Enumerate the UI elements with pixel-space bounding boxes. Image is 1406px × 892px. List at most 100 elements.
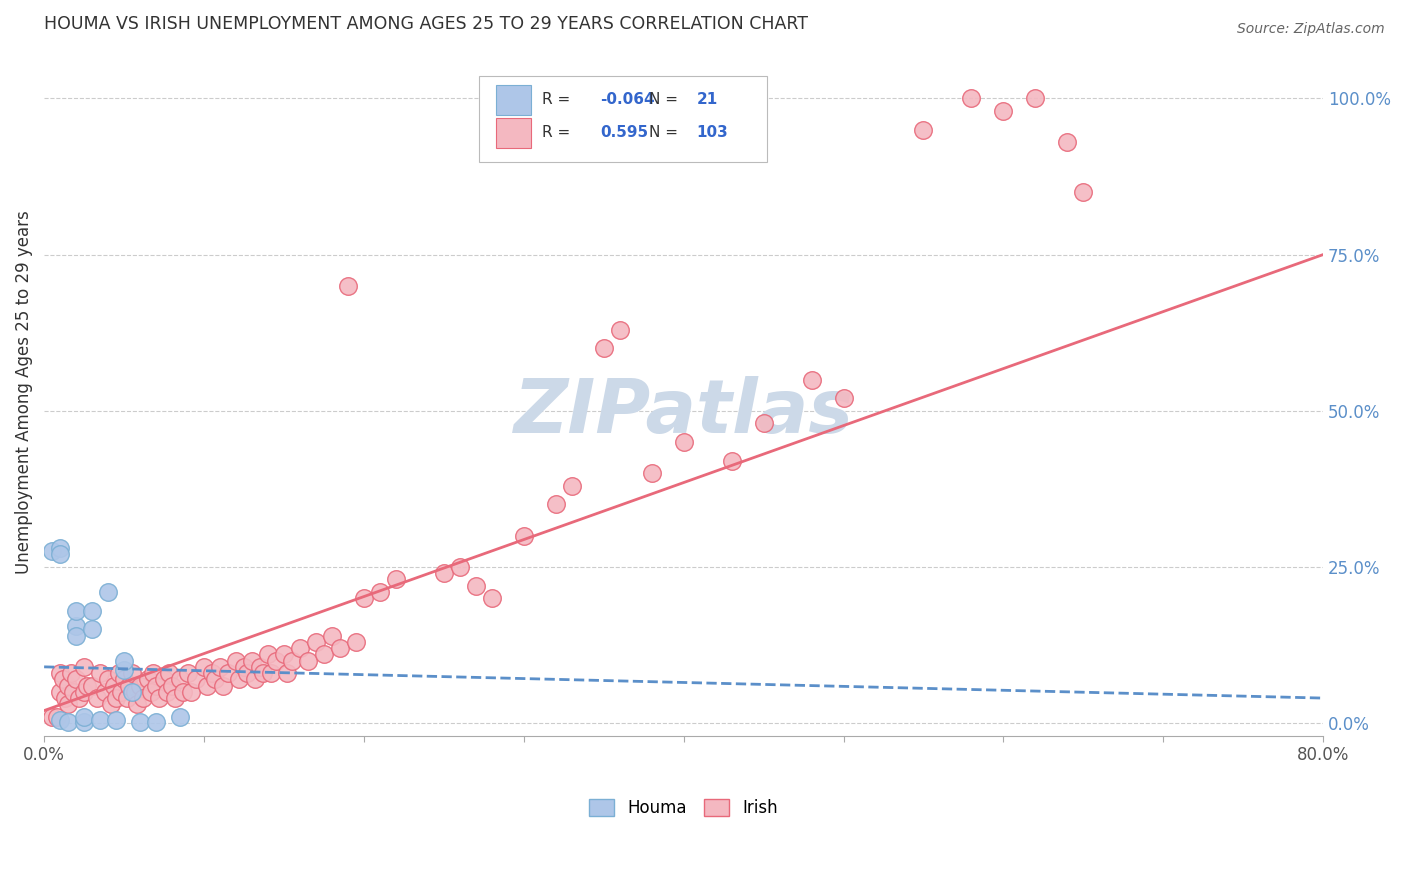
Point (960, 91, 983, 105)
Point (204, 673, 226, 687)
Point (609, 322, 631, 336)
Point (73, 714, 96, 729)
Text: R =: R = (541, 126, 579, 140)
Text: 103: 103 (696, 126, 728, 140)
Point (73, 660, 96, 674)
Point (49, 541, 72, 556)
Point (177, 666, 200, 681)
Point (195, 679, 218, 693)
Point (276, 666, 298, 681)
Point (141, 685, 163, 699)
Point (217, 666, 239, 681)
Point (640, 467, 662, 481)
Point (249, 660, 271, 674)
Point (49, 685, 72, 699)
Point (172, 685, 194, 699)
Point (60, 666, 83, 681)
FancyBboxPatch shape (479, 76, 766, 161)
Point (561, 479, 583, 493)
Point (336, 278, 359, 293)
Point (264, 654, 287, 668)
Point (76, 679, 98, 693)
Point (112, 673, 135, 687)
Point (1071, 185, 1094, 199)
Point (1024, 91, 1046, 105)
Point (97, 585, 120, 599)
Point (169, 710, 191, 724)
Point (41, 544, 63, 558)
Legend: Houma, Irish: Houma, Irish (582, 792, 785, 823)
Point (105, 713, 128, 727)
Point (201, 666, 224, 681)
Point (1056, 135, 1078, 149)
Y-axis label: Unemployment Among Ages 25 to 29 years: Unemployment Among Ages 25 to 29 years (15, 211, 32, 574)
Point (142, 666, 165, 681)
Point (136, 673, 159, 687)
Point (121, 666, 143, 681)
Point (240, 654, 263, 668)
Point (353, 591, 375, 606)
Point (103, 679, 125, 693)
Point (212, 679, 235, 693)
Text: N =: N = (650, 126, 683, 140)
Point (288, 641, 311, 656)
Text: R =: R = (541, 93, 575, 107)
Point (160, 679, 183, 693)
Point (67, 691, 90, 706)
Point (252, 666, 274, 681)
Point (105, 691, 128, 706)
Text: N =: N = (650, 93, 683, 107)
Point (752, 416, 775, 430)
Point (129, 679, 152, 693)
Point (297, 654, 319, 668)
Text: 0.595: 0.595 (600, 126, 648, 140)
Point (62, 685, 84, 699)
Point (80, 679, 103, 693)
Point (129, 714, 152, 729)
Point (228, 673, 250, 687)
Point (156, 685, 179, 699)
Text: 21: 21 (696, 93, 717, 107)
Point (56, 715, 79, 730)
Point (165, 691, 187, 706)
Point (97, 673, 120, 687)
Text: Source: ZipAtlas.com: Source: ZipAtlas.com (1237, 22, 1385, 37)
Point (148, 691, 170, 706)
Point (720, 454, 742, 468)
Point (832, 391, 855, 405)
Point (52, 673, 75, 687)
Point (449, 560, 471, 574)
Point (312, 648, 335, 662)
Point (125, 698, 148, 712)
Point (121, 685, 143, 699)
Point (672, 434, 695, 449)
Point (153, 673, 176, 687)
Point (65, 673, 87, 687)
Point (145, 714, 167, 729)
Point (157, 666, 180, 681)
Point (117, 691, 139, 706)
Point (56, 679, 79, 693)
Point (108, 666, 131, 681)
Text: ZIPatlas: ZIPatlas (513, 376, 853, 449)
Point (49, 666, 72, 681)
Point (112, 654, 135, 668)
Point (385, 573, 408, 587)
Point (80, 623, 103, 637)
Point (118, 679, 141, 693)
Point (481, 591, 503, 606)
Point (65, 619, 87, 633)
Point (53, 691, 76, 706)
Point (124, 685, 146, 699)
Point (112, 663, 135, 677)
Point (94, 685, 117, 699)
Point (464, 579, 486, 593)
Point (41, 710, 63, 724)
Point (86, 691, 108, 706)
Point (225, 654, 247, 668)
Point (993, 103, 1015, 118)
Text: HOUMA VS IRISH UNEMPLOYMENT AMONG AGES 25 TO 29 YEARS CORRELATION CHART: HOUMA VS IRISH UNEMPLOYMENT AMONG AGES 2… (44, 15, 808, 33)
Point (65, 629, 87, 643)
Point (243, 673, 266, 687)
Point (281, 654, 304, 668)
